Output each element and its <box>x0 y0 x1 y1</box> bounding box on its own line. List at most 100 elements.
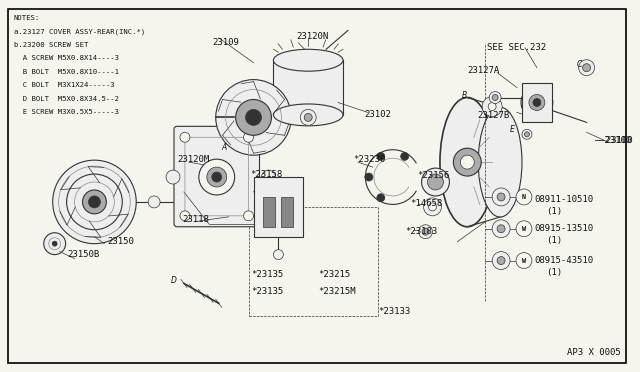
Text: C: C <box>577 60 582 69</box>
Circle shape <box>492 220 510 238</box>
Text: 08911-10510: 08911-10510 <box>534 195 593 205</box>
Text: SEE SEC.232: SEE SEC.232 <box>487 43 547 52</box>
Bar <box>248 207 378 316</box>
Text: N: N <box>522 194 526 200</box>
Circle shape <box>52 160 136 244</box>
Circle shape <box>304 113 312 121</box>
Circle shape <box>419 225 433 239</box>
Ellipse shape <box>273 49 343 71</box>
Circle shape <box>300 109 316 125</box>
Circle shape <box>579 60 595 76</box>
Circle shape <box>424 198 442 216</box>
Text: 23127A: 23127A <box>467 66 500 75</box>
Circle shape <box>422 228 429 235</box>
Circle shape <box>166 170 180 184</box>
Circle shape <box>262 170 275 184</box>
Text: C BOLT  M3X1X24-----3: C BOLT M3X1X24-----3 <box>14 82 115 88</box>
Text: — 23100: — 23100 <box>595 136 632 145</box>
Text: 23127B: 23127B <box>477 111 509 120</box>
Circle shape <box>83 190 106 214</box>
Circle shape <box>52 241 57 246</box>
Circle shape <box>453 148 481 176</box>
Circle shape <box>207 167 227 187</box>
Text: 23150B: 23150B <box>68 250 100 259</box>
Circle shape <box>422 168 449 196</box>
Circle shape <box>216 80 291 155</box>
Circle shape <box>88 196 100 208</box>
Ellipse shape <box>440 97 495 227</box>
Text: 23120M: 23120M <box>177 155 209 164</box>
Circle shape <box>377 153 385 160</box>
Text: A SCREW M5X0.8X14----3: A SCREW M5X0.8X14----3 <box>14 55 119 61</box>
Circle shape <box>529 94 545 110</box>
Text: *23183: *23183 <box>406 227 438 236</box>
Text: (1): (1) <box>546 236 562 245</box>
Text: *23135: *23135 <box>252 287 284 296</box>
Text: (1): (1) <box>546 268 562 277</box>
Text: AP3 X 0005: AP3 X 0005 <box>566 348 620 357</box>
Text: —23100: —23100 <box>598 136 631 145</box>
Circle shape <box>273 250 284 260</box>
Circle shape <box>44 233 66 254</box>
Text: D BOLT  M5X0.8X34.5--2: D BOLT M5X0.8X34.5--2 <box>14 96 119 102</box>
Circle shape <box>497 257 505 264</box>
Text: *23133: *23133 <box>378 307 410 316</box>
Circle shape <box>244 211 253 221</box>
Text: NOTES:: NOTES: <box>14 15 40 21</box>
Circle shape <box>521 87 553 118</box>
Circle shape <box>67 174 122 230</box>
Circle shape <box>244 132 253 142</box>
Text: 23118: 23118 <box>182 215 209 224</box>
Ellipse shape <box>478 107 522 217</box>
Circle shape <box>246 109 262 125</box>
Circle shape <box>489 92 501 103</box>
Circle shape <box>199 159 235 195</box>
Text: A: A <box>221 143 227 152</box>
Text: 08915-13510: 08915-13510 <box>534 224 593 233</box>
Circle shape <box>492 188 510 206</box>
Circle shape <box>516 253 532 269</box>
Text: D: D <box>171 276 177 285</box>
Circle shape <box>516 221 532 237</box>
Text: *23158: *23158 <box>250 170 283 179</box>
Circle shape <box>429 203 436 211</box>
Text: E: E <box>509 125 515 134</box>
Circle shape <box>460 155 474 169</box>
Circle shape <box>365 173 373 181</box>
Text: 23120N: 23120N <box>296 32 328 41</box>
Text: *23215M: *23215M <box>318 287 356 296</box>
Text: W: W <box>522 226 526 232</box>
Text: *23156: *23156 <box>417 171 450 180</box>
Text: *14658: *14658 <box>411 199 443 208</box>
Text: 08915-43510: 08915-43510 <box>534 256 593 265</box>
FancyBboxPatch shape <box>174 126 259 227</box>
Text: E SCREW M3X0.5X5-----3: E SCREW M3X0.5X5-----3 <box>14 109 119 115</box>
Circle shape <box>180 132 190 142</box>
Circle shape <box>377 194 385 202</box>
Text: 23109: 23109 <box>212 38 239 47</box>
Circle shape <box>492 94 498 100</box>
Text: (1): (1) <box>546 207 562 217</box>
Circle shape <box>522 129 532 139</box>
Text: 23150: 23150 <box>108 237 134 246</box>
Text: B: B <box>461 91 467 100</box>
Circle shape <box>497 193 505 201</box>
Circle shape <box>212 172 221 182</box>
Text: W: W <box>522 257 526 264</box>
Text: *23215: *23215 <box>318 270 351 279</box>
Bar <box>522 83 552 122</box>
Bar <box>273 60 343 115</box>
Circle shape <box>482 97 502 116</box>
Circle shape <box>533 99 541 106</box>
Circle shape <box>488 103 496 110</box>
Circle shape <box>497 225 505 233</box>
Bar <box>264 197 275 227</box>
Circle shape <box>516 189 532 205</box>
Circle shape <box>180 211 190 221</box>
Circle shape <box>401 153 408 160</box>
Bar <box>253 177 303 237</box>
Circle shape <box>582 64 591 72</box>
Circle shape <box>236 99 271 135</box>
Text: 23102: 23102 <box>364 110 391 119</box>
Circle shape <box>148 196 160 208</box>
